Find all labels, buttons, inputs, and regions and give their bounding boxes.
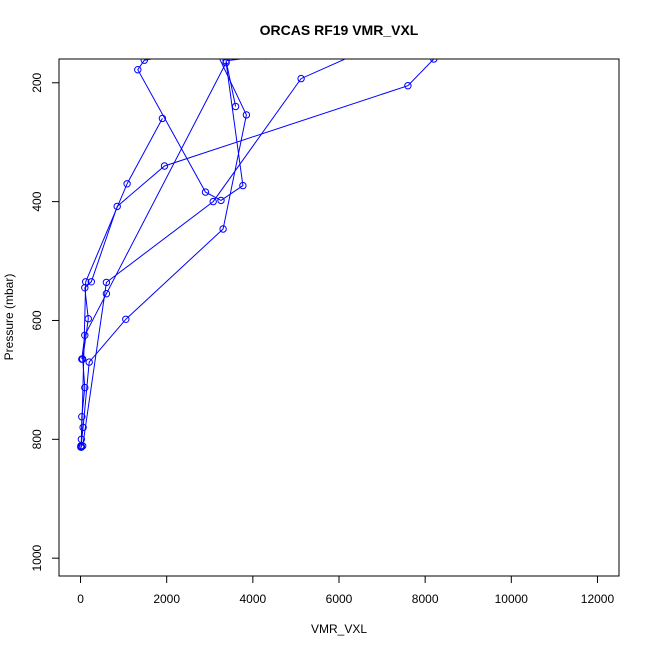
data-point: [140, 59, 148, 64]
series-6: [222, 59, 268, 111]
data-point: [82, 278, 90, 286]
x-tick-label: 0: [77, 592, 84, 606]
data-point: [219, 225, 227, 233]
data-point: [297, 74, 305, 83]
y-tick-label: 200: [30, 72, 44, 92]
data-point: [185, 50, 191, 56]
series-1: [77, 59, 438, 451]
data-point: [222, 59, 230, 65]
y-tick-label: 600: [30, 310, 44, 330]
data-point: [113, 202, 121, 211]
data-point: [349, 59, 355, 60]
data-point: [202, 26, 208, 32]
data-point: [122, 315, 130, 323]
series-line: [225, 59, 246, 107]
x-axis: 0 2000 4000 6000 8000 10000 12000: [77, 575, 615, 606]
y-tick-label: 400: [30, 191, 44, 211]
data-point: [102, 278, 111, 287]
data-point: [209, 197, 217, 206]
data-point: [87, 278, 96, 286]
series-4: [79, 59, 355, 450]
y-tick-label: 800: [30, 429, 44, 449]
data-point: [239, 181, 247, 190]
y-axis: 200 400 600 800 1000: [30, 72, 60, 572]
series-line: [80, 59, 435, 448]
data-point: [158, 114, 167, 123]
x-tick-label: 10000: [495, 592, 529, 606]
plot-area: [77, 26, 438, 451]
x-axis-label: VMR_VXL: [311, 622, 367, 636]
y-axis-label: Pressure (mbar): [2, 274, 16, 361]
x-tick-label: 6000: [326, 592, 353, 606]
data-point: [217, 196, 225, 205]
series-3: [77, 26, 251, 450]
series-2: [78, 50, 247, 363]
data-point: [134, 66, 142, 74]
series-line: [80, 118, 163, 448]
chart-title: ORCAS RF19 VMR_VXL: [260, 22, 419, 38]
data-point: [102, 290, 111, 298]
data-point: [201, 188, 210, 196]
data-point: [79, 423, 87, 432]
x-tick-label: 2000: [153, 592, 180, 606]
data-point: [79, 442, 87, 450]
x-tick-label: 4000: [239, 592, 266, 606]
data-point: [263, 59, 268, 60]
data-point: [404, 82, 412, 90]
data-point: [231, 102, 240, 111]
data-point: [78, 355, 86, 363]
series-line: [82, 59, 347, 446]
data-point: [242, 111, 251, 119]
series-line: [80, 59, 247, 446]
plot-frame: [58, 58, 620, 577]
data-point: [85, 358, 93, 366]
series-5: [77, 114, 167, 451]
x-tick-label: 8000: [412, 592, 439, 606]
x-tick-label: 12000: [581, 592, 615, 606]
series-line: [81, 59, 244, 360]
data-point: [81, 383, 89, 392]
y-tick-label: 1000: [30, 545, 44, 572]
data-point: [77, 443, 86, 451]
data-point: [160, 162, 169, 170]
data-point: [123, 180, 131, 188]
data-point: [430, 59, 438, 63]
